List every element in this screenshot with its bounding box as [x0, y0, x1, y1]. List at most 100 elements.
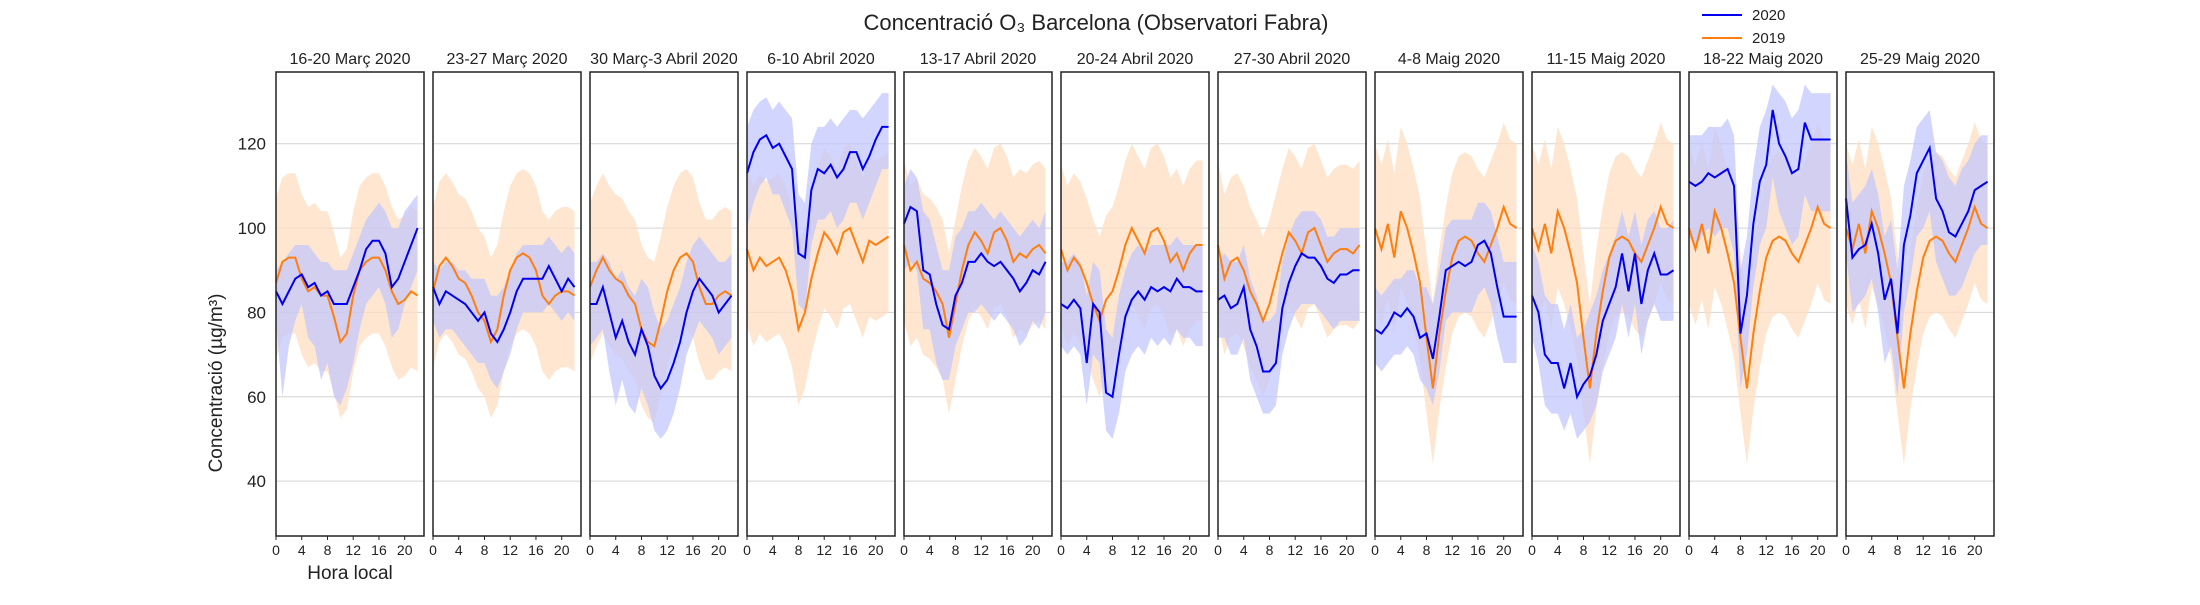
x-tick-label-16: 16 — [685, 542, 701, 558]
panel-frame — [589, 71, 739, 537]
x-tick-label-0: 0 — [1528, 542, 1536, 558]
line-2020 — [1688, 109, 1831, 334]
y-tick-label-120: 120 — [238, 135, 266, 154]
panel-frame — [1217, 71, 1367, 537]
x-tick-label-4: 4 — [769, 542, 777, 558]
line-2019 — [903, 226, 1047, 338]
band-2020 — [1689, 84, 1831, 389]
x-tick-label-20: 20 — [711, 542, 727, 558]
legend-2020-label: 2020 — [1752, 7, 1785, 24]
x-tick-label-12: 12 — [1444, 542, 1460, 558]
x-tick-label-16: 16 — [528, 542, 544, 558]
x-tick-label-12: 12 — [502, 542, 518, 558]
x-tick-label-20: 20 — [868, 542, 884, 558]
x-tick-label-4: 4 — [1554, 542, 1562, 558]
x-tick-label-8: 8 — [1737, 542, 1745, 558]
panel-title: 18-22 Maig 2020 — [1703, 51, 1823, 68]
panel-frame — [746, 71, 896, 537]
x-tick-label-16: 16 — [1784, 542, 1800, 558]
panel-frame — [1374, 71, 1524, 537]
line-2019 — [746, 226, 890, 334]
panel-title: 30 Març-3 Abril 2020 — [590, 51, 738, 68]
y-tick-label-40: 40 — [247, 472, 266, 491]
x-tick-label-8: 8 — [1580, 542, 1588, 558]
y-tick-label-60: 60 — [247, 388, 266, 407]
x-tick-label-4: 4 — [1397, 542, 1405, 558]
panel-9: 11-15 Maig 2020 0 4 8 12 16 20 — [1528, 51, 1681, 558]
x-tick-label-20: 20 — [1182, 542, 1198, 558]
x-tick-label-0: 0 — [1842, 542, 1850, 558]
line-2019 — [1845, 203, 1989, 389]
line-2020 — [275, 227, 419, 307]
x-tick-label-16: 16 — [842, 542, 858, 558]
line-2020 — [903, 205, 1047, 331]
y-tick-label-100: 100 — [238, 219, 266, 238]
line-2020 — [1845, 144, 1989, 334]
x-tick-label-4: 4 — [1868, 542, 1876, 558]
x-tick-label-12: 12 — [345, 542, 361, 558]
panel-2: 23-27 Març 2020 0 4 8 12 16 20 — [429, 51, 582, 558]
panel-1: 16-20 Març 2020 0 4 8 12 16 20 40 60 80 100 120 — [238, 51, 425, 558]
panel-10: 18-22 Maig 2020 0 4 8 12 16 20 — [1685, 51, 1838, 558]
x-tick-label-20: 20 — [1025, 542, 1041, 558]
panel-title: 20-24 Abril 2020 — [1077, 51, 1194, 68]
x-tick-label-0: 0 — [429, 542, 437, 558]
x-tick-label-20: 20 — [1967, 542, 1983, 558]
panel-title: 16-20 Març 2020 — [290, 51, 411, 68]
x-tick-label-0: 0 — [1371, 542, 1379, 558]
x-tick-label-20: 20 — [397, 542, 413, 558]
x-tick-label-8: 8 — [1423, 542, 1431, 558]
band-2020 — [1218, 211, 1360, 414]
panel-frame — [432, 71, 582, 537]
x-tick-label-0: 0 — [900, 542, 908, 558]
x-tick-label-8: 8 — [481, 542, 489, 558]
panel-8: 4-8 Maig 2020 0 4 8 12 16 20 — [1371, 51, 1524, 558]
x-tick-label-0: 0 — [743, 542, 751, 558]
x-tick-label-12: 12 — [816, 542, 832, 558]
x-tick-label-0: 0 — [1214, 542, 1222, 558]
x-axis-label: Hora local — [307, 563, 393, 584]
x-tick-label-12: 12 — [973, 542, 989, 558]
x-tick-label-20: 20 — [1339, 542, 1355, 558]
line-2020 — [1060, 276, 1203, 399]
x-tick-label-16: 16 — [1470, 542, 1486, 558]
panel-7: 27-30 Abril 2020 0 4 8 12 16 20 — [1214, 51, 1367, 558]
x-tick-label-20: 20 — [1496, 542, 1512, 558]
x-tick-label-8: 8 — [1109, 542, 1117, 558]
x-tick-label-4: 4 — [612, 542, 620, 558]
x-tick-label-4: 4 — [1083, 542, 1091, 558]
x-tick-label-12: 12 — [1601, 542, 1617, 558]
line-2019 — [1217, 226, 1361, 324]
panel-title: 6-10 Abril 2020 — [767, 51, 875, 68]
x-tick-label-4: 4 — [1711, 542, 1719, 558]
legend: 2020 2019 — [1702, 7, 1785, 47]
line-2019 — [1531, 203, 1675, 389]
panel-frame — [1688, 71, 1838, 537]
panel-title: 11-15 Maig 2020 — [1547, 51, 1666, 68]
x-tick-label-16: 16 — [371, 542, 387, 558]
panel-frame — [275, 71, 425, 537]
x-tick-label-8: 8 — [324, 542, 332, 558]
x-tick-label-20: 20 — [554, 542, 570, 558]
x-tick-label-8: 8 — [638, 542, 646, 558]
x-tick-label-4: 4 — [1240, 542, 1248, 558]
x-tick-label-4: 4 — [298, 542, 306, 558]
x-tick-label-12: 12 — [1915, 542, 1931, 558]
x-tick-label-16: 16 — [1941, 542, 1957, 558]
panel-title: 13-17 Abril 2020 — [920, 51, 1037, 68]
x-tick-label-12: 12 — [1130, 542, 1146, 558]
line-2020 — [1531, 250, 1675, 400]
band-2020 — [904, 169, 1046, 380]
line-2020 — [746, 125, 889, 260]
x-tick-label-8: 8 — [1894, 542, 1902, 558]
panel-6: 20-24 Abril 2020 0 4 8 12 16 20 — [1057, 51, 1210, 558]
line-2019 — [1060, 225, 1203, 324]
band-2020 — [1846, 109, 1988, 397]
panel-11: 25-29 Maig 2020 0 4 8 12 16 20 — [1842, 51, 1995, 558]
x-tick-label-12: 12 — [1758, 542, 1774, 558]
x-tick-label-8: 8 — [952, 542, 960, 558]
x-tick-label-16: 16 — [1313, 542, 1329, 558]
